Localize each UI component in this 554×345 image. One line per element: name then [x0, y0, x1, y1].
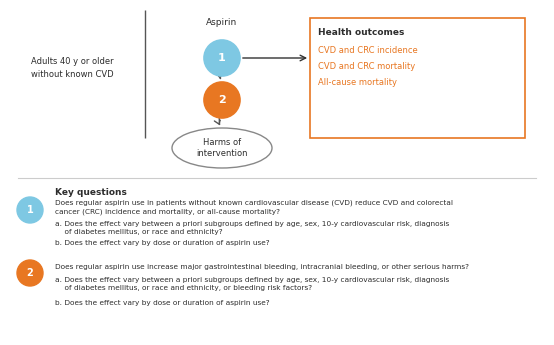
Text: Does regular aspirin use in patients without known cardiovascular disease (CVD) : Does regular aspirin use in patients wit… [55, 200, 453, 215]
Text: Does regular aspirin use increase major gastrointestinal bleeding, intracranial : Does regular aspirin use increase major … [55, 264, 469, 270]
Circle shape [204, 82, 240, 118]
Text: a. Does the effect vary between a priori subgroups defined by age, sex, 10-y car: a. Does the effect vary between a priori… [55, 277, 449, 291]
Text: Aspirin: Aspirin [207, 18, 238, 27]
Text: b. Does the effect vary by dose or duration of aspirin use?: b. Does the effect vary by dose or durat… [55, 300, 270, 306]
Text: Health outcomes: Health outcomes [318, 28, 404, 37]
Circle shape [204, 40, 240, 76]
Text: CVD and CRC incidence: CVD and CRC incidence [318, 46, 418, 55]
Text: 2: 2 [218, 95, 226, 105]
Text: CVD and CRC mortality: CVD and CRC mortality [318, 62, 416, 71]
Ellipse shape [172, 128, 272, 168]
Text: a. Does the effect vary between a priori subgroups defined by age, sex, 10-y car: a. Does the effect vary between a priori… [55, 221, 449, 235]
Text: All-cause mortality: All-cause mortality [318, 78, 397, 87]
Text: b. Does the effect vary by dose or duration of aspirin use?: b. Does the effect vary by dose or durat… [55, 240, 270, 246]
Text: Adults 40 y or older
without known CVD: Adults 40 y or older without known CVD [30, 57, 114, 79]
Text: 1: 1 [218, 53, 226, 63]
Circle shape [17, 197, 43, 223]
Text: 2: 2 [27, 268, 33, 278]
Text: Key questions: Key questions [55, 188, 127, 197]
FancyBboxPatch shape [310, 18, 525, 138]
Text: 1: 1 [27, 205, 33, 215]
Circle shape [17, 260, 43, 286]
Text: Harms of
intervention: Harms of intervention [196, 138, 248, 158]
